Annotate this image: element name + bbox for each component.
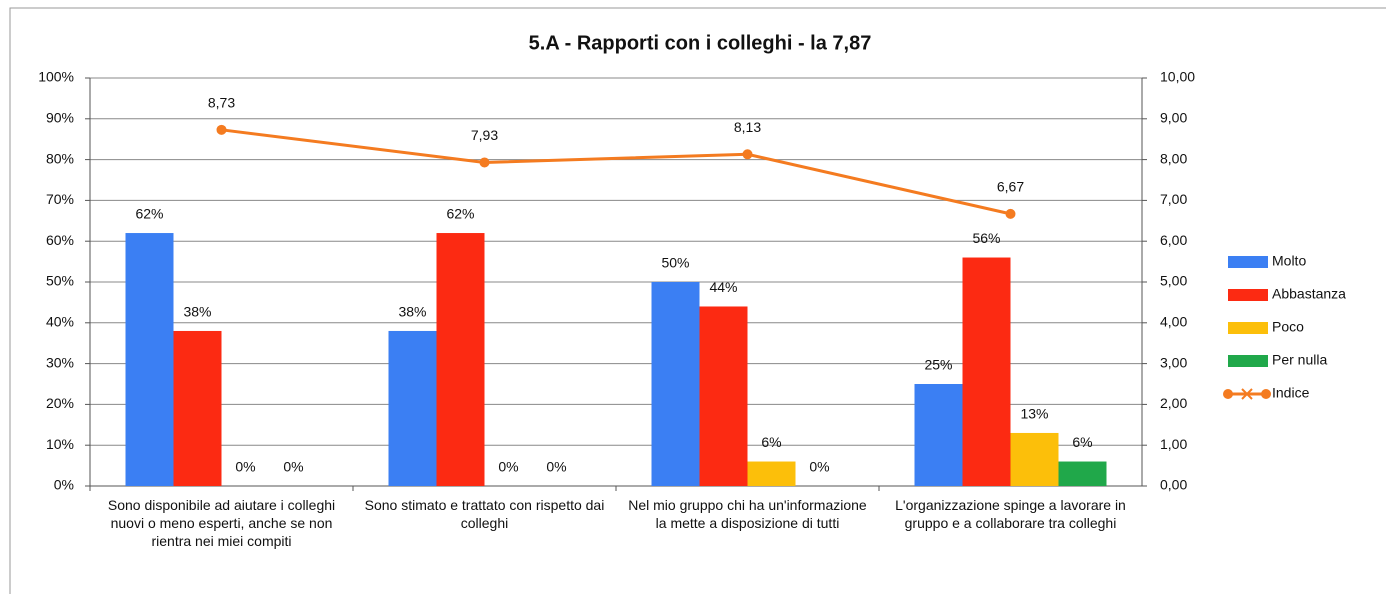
data-label: 50% [661, 255, 689, 271]
legend-swatch [1228, 322, 1268, 334]
x-tick-label: Sono disponibile ad aiutare i colleghi n… [107, 497, 336, 549]
y-tick-label: 80% [46, 150, 74, 166]
data-label: 0% [809, 459, 829, 475]
y-tick-label: 20% [46, 395, 74, 411]
legend-label: Per nulla [1272, 352, 1327, 368]
x-tick-label-box: L'organizzazione spinge a lavorare in gr… [895, 497, 1126, 531]
y2-tick-label: 7,00 [1160, 191, 1187, 207]
data-label: 62% [135, 206, 163, 222]
legend-label: Poco [1272, 319, 1304, 335]
bar [699, 306, 748, 486]
bar [436, 233, 485, 486]
data-label: 25% [924, 357, 952, 373]
y-tick-label: 90% [46, 110, 74, 126]
y-tick-label: 50% [46, 273, 74, 289]
y2-tick-label: 9,00 [1160, 110, 1187, 126]
y2-tick-label: 3,00 [1160, 354, 1187, 370]
bar [125, 233, 174, 486]
y-tick-label: 70% [46, 191, 74, 207]
y2-tick-label: 4,00 [1160, 314, 1187, 330]
bar [173, 330, 222, 486]
data-label: 13% [1020, 406, 1048, 422]
legend-swatch [1228, 355, 1268, 367]
legend-swatch [1228, 256, 1268, 268]
data-label: 0% [283, 459, 303, 475]
line-marker [216, 124, 227, 135]
data-label: 6,67 [997, 179, 1024, 195]
legend-marker [1241, 388, 1253, 400]
y2-tick-label: 0,00 [1160, 477, 1187, 493]
data-label: 8,73 [208, 95, 235, 111]
legend-label: Molto [1272, 253, 1306, 269]
data-label: 8,13 [734, 119, 761, 135]
y-tick-label: 60% [46, 232, 74, 248]
bar [962, 257, 1011, 486]
line-marker [1005, 208, 1016, 219]
data-label: 38% [398, 304, 426, 320]
x-tick-label-box: Nel mio gruppo chi ha un'informazione la… [628, 497, 867, 531]
y-tick-label: 100% [38, 69, 74, 85]
y-tick-label: 10% [46, 436, 74, 452]
bar [914, 384, 963, 486]
y-tick-label: 40% [46, 314, 74, 330]
data-label: 56% [972, 230, 1000, 246]
legend-marker [1261, 389, 1271, 399]
y2-tick-label: 8,00 [1160, 150, 1187, 166]
y2-tick-label: 1,00 [1160, 436, 1187, 452]
y2-tick-label: 5,00 [1160, 273, 1187, 289]
legend-swatch [1228, 289, 1268, 301]
line-marker [742, 149, 753, 160]
bar [651, 282, 700, 486]
chart-title: 5.A - Rapporti con i colleghi - la 7,87 [529, 32, 872, 54]
data-label: 62% [446, 206, 474, 222]
data-label: 44% [709, 279, 737, 295]
y-tick-label: 0% [54, 477, 74, 493]
data-label: 6% [761, 434, 781, 450]
bar [747, 461, 796, 486]
bar [1010, 432, 1059, 486]
data-label: 0% [498, 459, 518, 475]
bar [388, 330, 437, 486]
x-tick-label: Nel mio gruppo chi ha un'informazione la… [628, 497, 867, 531]
line [221, 128, 1011, 216]
bar [1058, 461, 1107, 486]
x-tick-label: Sono stimato e trattato con rispetto dai… [364, 497, 605, 531]
data-label: 7,93 [471, 127, 498, 143]
x-tick-label: L'organizzazione spinge a lavorare in gr… [895, 497, 1126, 531]
y2-tick-label: 2,00 [1160, 395, 1187, 411]
x-tick-label-box: Sono disponibile ad aiutare i colleghi n… [107, 497, 336, 549]
line-marker [479, 157, 490, 168]
data-label: 38% [183, 304, 211, 320]
x-tick-label-box: Sono stimato e trattato con rispetto dai… [364, 497, 605, 531]
data-label: 0% [546, 459, 566, 475]
legend-label: Abbastanza [1272, 286, 1346, 302]
y-tick-label: 30% [46, 354, 74, 370]
data-label: 0% [235, 459, 255, 475]
y2-tick-label: 10,00 [1160, 69, 1195, 85]
legend-label: Indice [1272, 385, 1310, 401]
legend-marker [1223, 389, 1233, 399]
y2-tick-label: 6,00 [1160, 232, 1187, 248]
data-label: 6% [1072, 434, 1092, 450]
